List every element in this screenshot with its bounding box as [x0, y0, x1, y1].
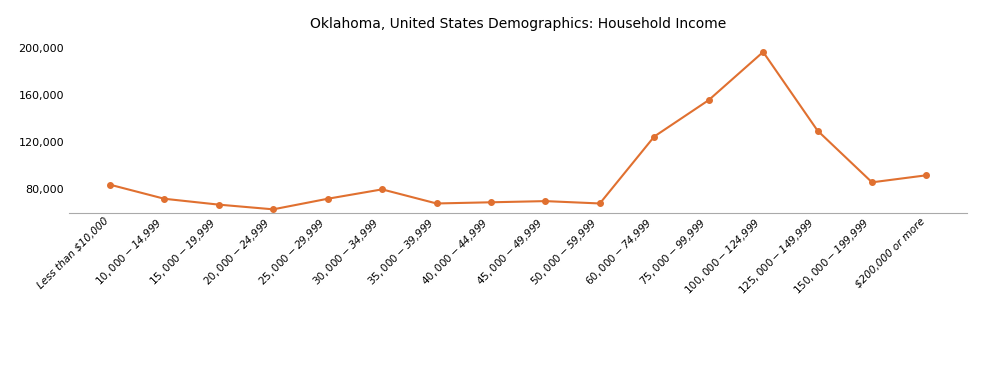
Title: Oklahoma, United States Demographics: Household Income: Oklahoma, United States Demographics: Ho…: [310, 17, 726, 31]
